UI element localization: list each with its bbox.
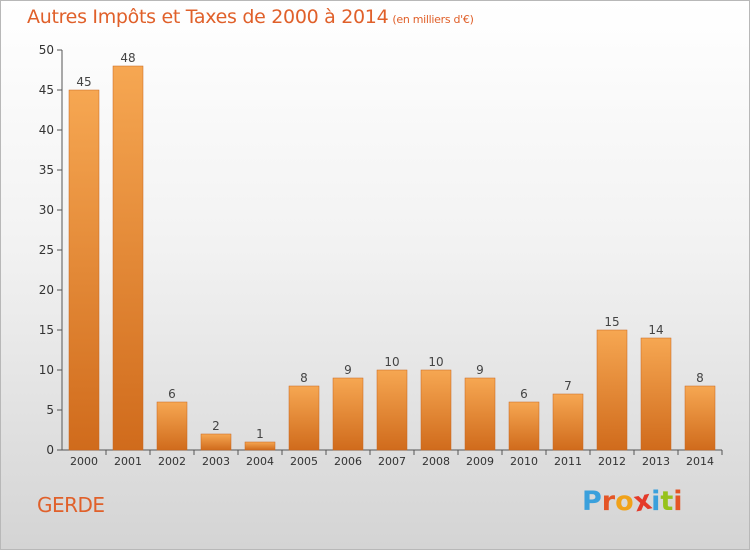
bar xyxy=(200,433,232,451)
y-tick-label: 15 xyxy=(39,323,54,337)
data-label: 14 xyxy=(648,323,663,337)
x-tick-label: 2004 xyxy=(246,455,274,468)
bar xyxy=(376,369,408,451)
x-tick-label: 2010 xyxy=(510,455,538,468)
y-tick-label: 35 xyxy=(39,163,54,177)
x-tick-label: 2013 xyxy=(642,455,670,468)
data-label: 15 xyxy=(604,315,619,329)
data-label: 6 xyxy=(520,387,528,401)
y-tick-label: 10 xyxy=(39,363,54,377)
bar xyxy=(552,393,584,451)
data-label: 2 xyxy=(212,419,220,433)
bar xyxy=(68,89,100,451)
x-tick-label: 2001 xyxy=(114,455,142,468)
data-label: 9 xyxy=(476,363,484,377)
bar xyxy=(464,377,496,451)
y-tick-label: 30 xyxy=(39,203,54,217)
data-label: 48 xyxy=(120,51,135,65)
bar xyxy=(596,329,628,451)
x-tick-label: 2009 xyxy=(466,455,494,468)
y-tick-label: 40 xyxy=(39,123,54,137)
data-label: 9 xyxy=(344,363,352,377)
data-label: 7 xyxy=(564,379,572,393)
logo-letter: i xyxy=(673,486,683,517)
x-tick-label: 2011 xyxy=(554,455,582,468)
data-label: 8 xyxy=(696,371,704,385)
y-tick-label: 0 xyxy=(46,443,54,457)
chart-title-text: Autres Impôts et Taxes de 2000 à 2014 xyxy=(27,6,389,28)
data-label: 8 xyxy=(300,371,308,385)
bar xyxy=(420,369,452,451)
data-label: 1 xyxy=(256,427,264,441)
data-label: 10 xyxy=(428,355,443,369)
x-tick-label: 2005 xyxy=(290,455,318,468)
data-label: 6 xyxy=(168,387,176,401)
x-tick-label: 2008 xyxy=(422,455,450,468)
y-tick-label: 45 xyxy=(39,83,54,97)
unit-label: (en milliers d'€) xyxy=(392,13,474,26)
logo-letter: t xyxy=(660,486,674,517)
data-label: 10 xyxy=(384,355,399,369)
x-tick-label: 2003 xyxy=(202,455,230,468)
logo-letter: P xyxy=(582,486,602,517)
bar xyxy=(508,401,540,451)
bar xyxy=(332,377,364,451)
logo-letter: i xyxy=(651,486,661,517)
x-tick-label: 2007 xyxy=(378,455,406,468)
x-tick-label: 2006 xyxy=(334,455,362,468)
bar xyxy=(156,401,188,451)
bar xyxy=(244,441,276,451)
bar xyxy=(112,65,144,451)
x-tick-label: 2002 xyxy=(158,455,186,468)
y-tick-label: 20 xyxy=(39,283,54,297)
bar xyxy=(640,337,672,451)
place-name: GERDE xyxy=(37,493,105,517)
logo-letter: r xyxy=(601,486,616,517)
proxiti-logo: Proxiti xyxy=(582,485,683,519)
y-tick-label: 50 xyxy=(39,43,54,57)
y-tick-label: 5 xyxy=(46,403,54,417)
x-tick-label: 2000 xyxy=(70,455,98,468)
y-tick-label: 25 xyxy=(39,243,54,257)
bar xyxy=(288,385,320,451)
bar xyxy=(684,385,716,451)
x-tick-label: 2014 xyxy=(686,455,714,468)
logo-letter: o xyxy=(615,486,634,517)
chart-title: Autres Impôts et Taxes de 2000 à 2014 (en… xyxy=(27,6,474,28)
x-tick-label: 2012 xyxy=(598,455,626,468)
data-label: 45 xyxy=(76,75,91,89)
